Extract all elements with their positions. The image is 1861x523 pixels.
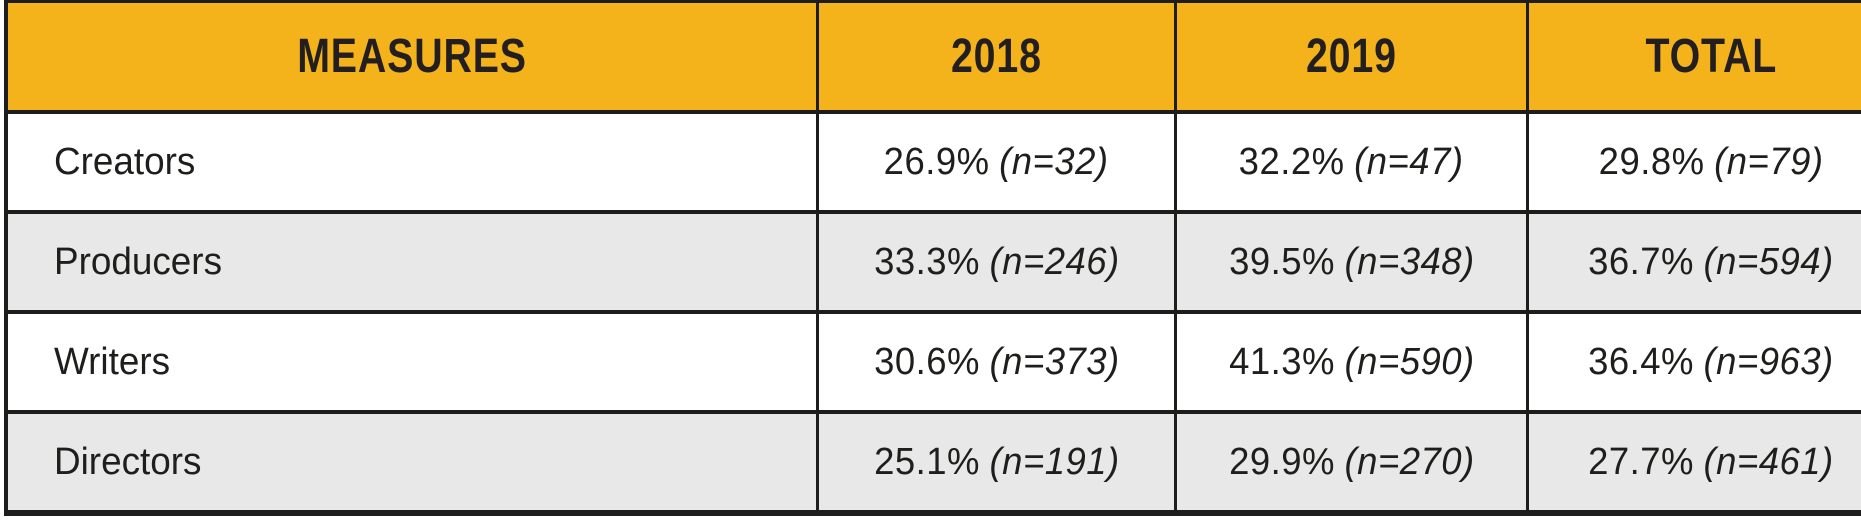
- value-cell-2018: 25.1% (n=191): [816, 414, 1174, 510]
- value-percent: 33.3%: [873, 240, 980, 283]
- value-n-count: (n=594): [1703, 240, 1834, 283]
- value-n-count: (n=191): [989, 440, 1120, 483]
- header-label-total: TOTAL: [1645, 30, 1777, 83]
- value-percent: 25.1%: [873, 440, 980, 483]
- value-text: 36.7% (n=594): [1588, 241, 1834, 284]
- value-cell-total: 29.8% (n=79): [1526, 114, 1861, 210]
- value-cell-2018: 30.6% (n=373): [816, 314, 1174, 410]
- header-cell-2019: 2019: [1174, 3, 1526, 110]
- value-n-count: (n=32): [999, 140, 1109, 183]
- value-n-count: (n=590): [1344, 340, 1475, 383]
- header-label-2018: 2018: [951, 30, 1042, 83]
- value-n-count: (n=963): [1703, 340, 1834, 383]
- value-cell-2019: 32.2% (n=47): [1174, 114, 1526, 210]
- value-cell-total: 27.7% (n=461): [1526, 414, 1861, 510]
- row-label: Directors: [54, 440, 202, 483]
- row-label-cell: Creators: [8, 114, 816, 210]
- header-cell-total: TOTAL: [1526, 3, 1861, 110]
- row-label-cell: Writers: [8, 314, 816, 410]
- table-header-row: MEASURES 2018 2019 TOTAL: [8, 3, 1861, 110]
- value-text: 33.3% (n=246): [874, 241, 1120, 284]
- value-percent: 36.4%: [1588, 340, 1695, 383]
- value-percent: 30.6%: [873, 340, 980, 383]
- value-cell-2019: 39.5% (n=348): [1174, 214, 1526, 310]
- header-cell-measures: MEASURES: [8, 3, 816, 110]
- value-n-count: (n=270): [1344, 440, 1475, 483]
- value-percent: 41.3%: [1228, 340, 1335, 383]
- value-text: 32.2% (n=47): [1239, 141, 1464, 184]
- table-row-directors: Directors 25.1% (n=191) 29.9% (n=270) 27.7…: [8, 410, 1861, 510]
- row-label: Writers: [54, 340, 171, 383]
- row-label-cell: Directors: [8, 414, 816, 510]
- value-n-count: (n=246): [989, 240, 1120, 283]
- value-percent: 26.9%: [884, 140, 990, 183]
- value-text: 25.1% (n=191): [874, 441, 1120, 484]
- value-percent: 39.5%: [1228, 240, 1335, 283]
- row-label-cell: Producers: [8, 214, 816, 310]
- value-percent: 29.8%: [1598, 140, 1705, 183]
- table-row-producers: Producers 33.3% (n=246) 39.5% (n=348) 36.7…: [8, 210, 1861, 310]
- value-percent: 36.7%: [1588, 240, 1695, 283]
- value-cell-2019: 41.3% (n=590): [1174, 314, 1526, 410]
- header-label-measures: MEASURES: [297, 30, 527, 83]
- value-n-count: (n=461): [1703, 440, 1834, 483]
- value-text: 29.8% (n=79): [1599, 141, 1824, 184]
- value-text: 27.7% (n=461): [1588, 441, 1834, 484]
- measures-table: MEASURES 2018 2019 TOTAL Creators 26.9%(…: [4, 0, 1861, 516]
- value-n-count: (n=348): [1344, 240, 1475, 283]
- value-cell-total: 36.7% (n=594): [1526, 214, 1861, 310]
- value-n-count: (n=79): [1714, 140, 1824, 183]
- value-text: 36.4% (n=963): [1588, 341, 1834, 384]
- value-text: 39.5% (n=348): [1229, 241, 1475, 284]
- value-cell-2018: 33.3% (n=246): [816, 214, 1174, 310]
- value-cell-total: 36.4% (n=963): [1526, 314, 1861, 410]
- value-n-count: (n=47): [1354, 140, 1464, 183]
- value-text: 26.9% (n=32): [884, 141, 1109, 184]
- value-text: 41.3% (n=590): [1229, 341, 1475, 384]
- value-cell-2018: 26.9% (n=32): [816, 114, 1174, 210]
- header-cell-2018: 2018: [816, 3, 1174, 110]
- value-n-count: (n=373): [989, 340, 1120, 383]
- value-text: 29.9% (n=270): [1229, 441, 1475, 484]
- row-label: Producers: [54, 240, 223, 283]
- value-cell-2019: 29.9% (n=270): [1174, 414, 1526, 510]
- value-percent: 32.2%: [1239, 140, 1345, 183]
- value-percent: 29.9%: [1228, 440, 1335, 483]
- table-row-creators: Creators 26.9% (n=32) 32.2% (n=47) 29.8% (n…: [8, 110, 1861, 210]
- value-percent: 27.7%: [1588, 440, 1695, 483]
- header-label-2019: 2019: [1306, 30, 1397, 83]
- row-label: Creators: [54, 140, 196, 183]
- value-text: 30.6% (n=373): [874, 341, 1120, 384]
- table-row-writers: Writers 30.6% (n=373) 41.3% (n=590) 36.4%(…: [8, 310, 1861, 410]
